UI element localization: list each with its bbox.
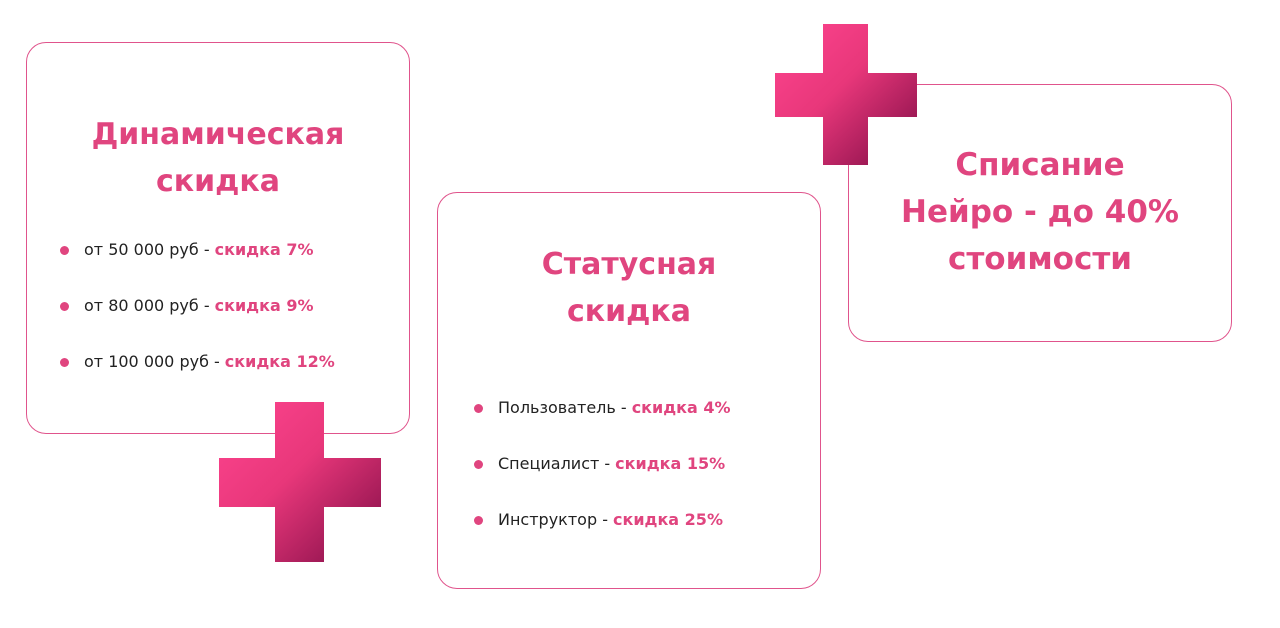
list: Пользователь - скидка 4% Специалист - скидк…	[474, 398, 731, 566]
item-text: Инструктор -	[498, 510, 608, 529]
list-item: Специалист - скидка 15%	[474, 454, 731, 510]
title-line: Списание	[955, 147, 1125, 183]
card-title: Статусная скидка	[438, 241, 820, 335]
plus-shape	[775, 24, 917, 165]
item-highlight: скидка 4%	[631, 398, 731, 417]
item-text: от 50 000 руб -	[84, 240, 210, 259]
list-item: Инструктор - скидка 25%	[474, 510, 731, 566]
item-text: от 80 000 руб -	[84, 296, 210, 315]
list-item: от 50 000 руб - скидка 7%	[60, 240, 335, 296]
title-line: Статусная	[541, 247, 717, 282]
title-line: скидка	[567, 294, 691, 329]
card: Статусная скидка Пользователь - скидка 4% С…	[437, 192, 821, 589]
item-highlight: скидка 12%	[224, 352, 335, 371]
plus-icon	[219, 402, 381, 562]
list: от 50 000 руб - скидка 7% от 80 000 руб -с…	[60, 240, 335, 408]
title-line: скидка	[156, 164, 280, 199]
card-title: Списание Нейро - до 40% стоимости	[849, 142, 1231, 283]
item-highlight: скидка 9%	[214, 296, 314, 315]
item-text: Пользователь -	[498, 398, 627, 417]
title-line: стоимости	[947, 241, 1133, 277]
item-text: Специалист -	[498, 454, 611, 473]
item-text: от 100 000 руб -	[84, 352, 220, 371]
card: Списание Нейро - до 40% стоимости	[848, 84, 1232, 342]
card-title: Динамическая скидка	[27, 111, 409, 205]
list-item: от 100 000 руб - скидка 12%	[60, 352, 335, 408]
card: Динамическая скидка от 50 000 руб - скидка…	[26, 42, 410, 434]
plus-icon	[775, 24, 917, 165]
item-highlight: скидка 25%	[612, 510, 723, 529]
plus-shape	[219, 402, 381, 562]
list-item: от 80 000 руб - скидка 9%	[60, 296, 335, 352]
item-highlight: скидка 7%	[214, 240, 314, 259]
item-highlight: скидка 15%	[615, 454, 726, 473]
title-line: Нейро - до 40%	[901, 194, 1179, 230]
title-line: Динамическая	[91, 117, 345, 152]
list-item: Пользователь - скидка 4%	[474, 398, 731, 454]
